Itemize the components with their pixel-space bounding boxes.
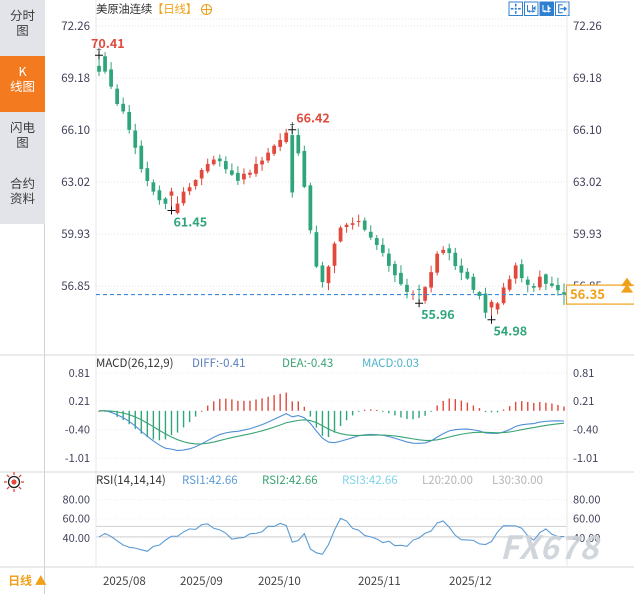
svg-text:-1.01: -1.01 [65, 450, 90, 466]
svg-text:40.00: 40.00 [63, 530, 90, 546]
svg-text:RSI3:42.66: RSI3:42.66 [342, 472, 398, 488]
svg-text:2025/09: 2025/09 [180, 573, 223, 589]
svg-text:80.00: 80.00 [573, 492, 600, 508]
svg-text:69.18: 69.18 [61, 70, 90, 86]
svg-text:FX678: FX678 [500, 523, 601, 569]
svg-text:72.26: 72.26 [61, 18, 90, 34]
svg-text:70.41: 70.41 [91, 33, 125, 52]
svg-text:RSI2:42.66: RSI2:42.66 [262, 472, 318, 488]
svg-text:2025/12: 2025/12 [449, 573, 492, 589]
svg-text:80.00: 80.00 [63, 492, 90, 508]
svg-text:63.02: 63.02 [61, 174, 90, 190]
svg-text:69.18: 69.18 [573, 70, 602, 86]
svg-text:美原油连续【日线】: 美原油连续【日线】 [96, 1, 197, 17]
svg-text:59.93: 59.93 [573, 226, 602, 242]
svg-text:66.42: 66.42 [296, 108, 330, 127]
svg-text:54.98: 54.98 [494, 321, 528, 340]
svg-text:DEA:-0.43: DEA:-0.43 [282, 355, 333, 371]
svg-text:RSI(14,14,14): RSI(14,14,14) [96, 472, 166, 488]
svg-text:55.96: 55.96 [421, 304, 455, 323]
svg-text:0.21: 0.21 [69, 393, 90, 409]
svg-text:2025/10: 2025/10 [258, 573, 301, 589]
svg-text:66.10: 66.10 [61, 122, 90, 138]
svg-text:L20:20.00: L20:20.00 [422, 472, 473, 488]
svg-text:DIFF:-0.41: DIFF:-0.41 [192, 355, 246, 371]
svg-text:61.45: 61.45 [174, 212, 208, 231]
svg-text:56.85: 56.85 [61, 278, 90, 294]
svg-text:63.02: 63.02 [573, 174, 602, 190]
svg-text:56.35: 56.35 [570, 284, 605, 303]
svg-text:59.93: 59.93 [61, 226, 90, 242]
svg-text:-0.40: -0.40 [65, 422, 90, 438]
svg-text:MACD(26,12,9): MACD(26,12,9) [96, 355, 174, 371]
svg-text:2025/08: 2025/08 [103, 573, 146, 589]
svg-text:-1.01: -1.01 [573, 450, 598, 466]
svg-text:60.00: 60.00 [63, 511, 90, 527]
svg-text:-0.40: -0.40 [573, 422, 598, 438]
svg-text:0.21: 0.21 [573, 393, 594, 409]
svg-text:L30:30.00: L30:30.00 [492, 472, 543, 488]
svg-text:66.10: 66.10 [573, 122, 602, 138]
svg-text:0.81: 0.81 [69, 365, 90, 381]
svg-text:0.81: 0.81 [573, 365, 594, 381]
svg-text:MACD:0.03: MACD:0.03 [362, 355, 419, 371]
svg-text:RSI1:42.66: RSI1:42.66 [182, 472, 238, 488]
svg-text:日线 ▲: 日线 ▲ [8, 572, 47, 589]
svg-text:2025/11: 2025/11 [358, 573, 401, 589]
svg-text:72.26: 72.26 [573, 18, 602, 34]
